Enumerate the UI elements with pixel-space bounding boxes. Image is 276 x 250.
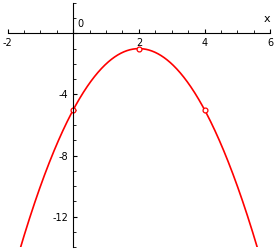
Text: 0: 0 [78,19,84,29]
Text: x: x [264,14,270,24]
